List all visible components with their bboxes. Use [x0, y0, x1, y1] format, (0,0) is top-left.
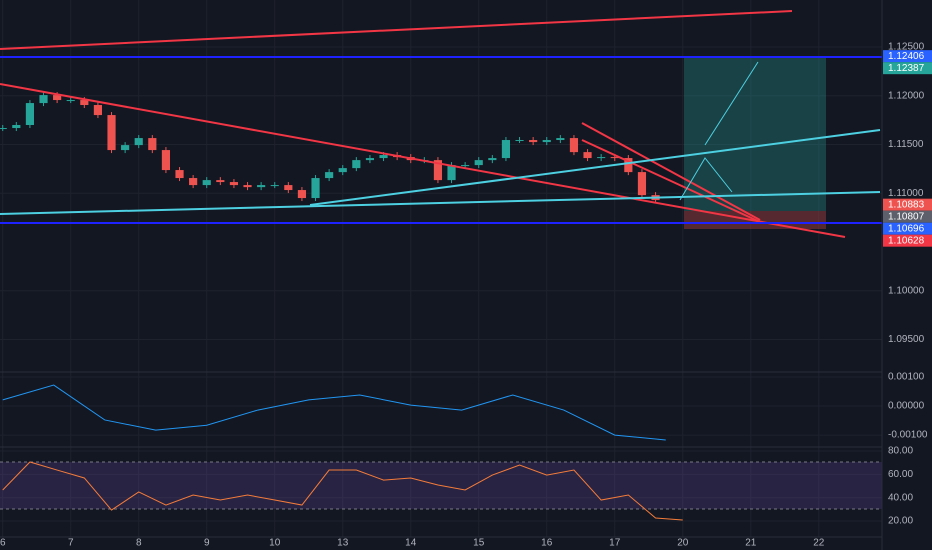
y-tick-label: -0.00100: [888, 430, 928, 441]
candle: [325, 172, 334, 179]
x-tick-label: 20: [677, 538, 689, 549]
candle: [66, 100, 75, 102]
candle: [257, 185, 266, 188]
candle: [107, 115, 116, 151]
candle: [229, 182, 239, 186]
candle: [515, 140, 524, 142]
price-label-box: [883, 50, 932, 63]
candle: [0, 128, 7, 130]
candle: [610, 157, 619, 159]
candle: [202, 180, 211, 186]
candle: [161, 150, 171, 171]
candle: [352, 160, 361, 169]
price-label-box: [883, 198, 932, 211]
price-label: 1.10696: [888, 223, 925, 234]
candle: [556, 138, 565, 141]
x-tick-label: 16: [541, 538, 553, 549]
y-tick-label: 60.00: [888, 469, 913, 480]
x-tick-label: 13: [337, 538, 349, 549]
y-tick-label: 1.09500: [888, 334, 925, 345]
price-label-box: [883, 222, 932, 235]
trend-line: [309, 129, 881, 206]
price-label-box: [883, 62, 932, 75]
candle: [284, 185, 293, 191]
projection: [679, 157, 733, 201]
y-tick-label: 80.00: [888, 446, 913, 457]
candle: [529, 140, 538, 143]
candle: [297, 190, 307, 199]
candle: [121, 145, 130, 151]
price-label: 1.10807: [888, 211, 925, 222]
price-label-box: [883, 210, 932, 223]
candle: [597, 157, 606, 159]
y-tick-label: 20.00: [888, 516, 913, 527]
y-tick-label: 1.10000: [888, 285, 925, 296]
indicator-line: [2, 384, 666, 441]
y-tick-label: 1.11500: [888, 139, 924, 150]
candle: [433, 160, 443, 181]
candle: [365, 158, 375, 161]
y-tick-label: 1.12500: [888, 42, 925, 53]
candle: [243, 185, 252, 188]
projection: [704, 61, 759, 146]
profit-zone: [684, 58, 826, 211]
candle: [447, 165, 456, 181]
y-tick-label: 1.11000: [888, 188, 924, 199]
x-tick-label: 21: [745, 538, 757, 549]
x-tick-label: 17: [609, 538, 621, 549]
candle: [569, 138, 579, 153]
candle: [134, 138, 143, 146]
trend-line: [0, 83, 846, 238]
y-tick-label: 0.00000: [888, 401, 925, 412]
candle: [148, 138, 157, 151]
trend-line: [0, 10, 793, 50]
x-tick-label: 14: [405, 538, 417, 549]
candle: [53, 95, 62, 101]
candle: [189, 178, 198, 186]
candle: [624, 158, 633, 173]
x-tick-label: 10: [269, 538, 281, 549]
candle: [379, 155, 388, 159]
y-tick-label: 1.12000: [888, 90, 925, 101]
price-label: 1.10628: [888, 235, 925, 246]
trend-line: [581, 139, 761, 223]
candle: [501, 140, 511, 159]
x-tick-label: 6: [0, 538, 6, 549]
trend-line: [0, 191, 881, 215]
candle: [338, 168, 347, 173]
candle: [461, 165, 470, 167]
price-label-box: [883, 234, 932, 247]
y-tick-label: 40.00: [888, 492, 913, 503]
drawings: [0, 10, 882, 238]
x-tick-label: 8: [136, 538, 142, 549]
candle: [311, 178, 320, 199]
candle: [474, 160, 483, 166]
candle: [637, 172, 647, 196]
candle: [93, 105, 103, 116]
x-tick-label: 22: [813, 538, 825, 549]
candle: [542, 140, 551, 143]
indicator-line: [2, 461, 683, 521]
price-label: 1.12387: [888, 63, 925, 74]
y-tick-label: 0.00100: [888, 372, 925, 383]
x-tick-label: 7: [68, 538, 74, 549]
x-tick-label: 15: [473, 538, 485, 549]
candle: [39, 95, 48, 104]
candle: [12, 125, 21, 129]
candle: [488, 158, 497, 161]
candle: [583, 152, 592, 159]
candle: [175, 170, 184, 179]
candle: [25, 103, 35, 126]
candle: [216, 180, 225, 183]
trend-line: [581, 122, 761, 221]
candle: [80, 100, 89, 106]
x-tick-label: 9: [204, 538, 210, 549]
price-label: 1.10883: [888, 199, 925, 210]
candle: [270, 185, 279, 187]
marks: [0, 92, 683, 521]
price-label: 1.12406: [888, 51, 925, 62]
